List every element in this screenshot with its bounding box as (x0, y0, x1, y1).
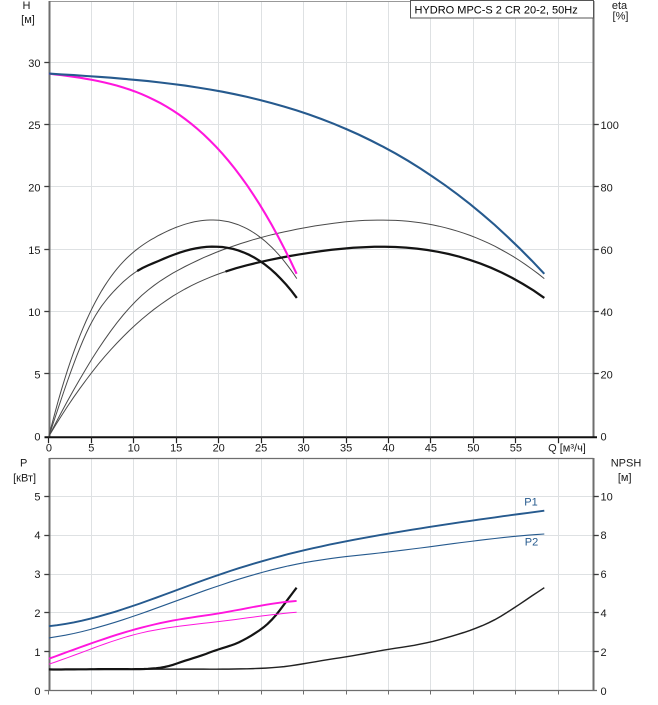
svg-text:HYDRO MPC-S 2 CR 20-2, 50Hz: HYDRO MPC-S 2 CR 20-2, 50Hz (415, 5, 578, 17)
svg-text:4: 4 (601, 608, 607, 620)
svg-text:10: 10 (601, 491, 613, 503)
svg-text:40: 40 (382, 443, 394, 455)
svg-text:[м]: [м] (618, 472, 632, 484)
svg-text:10: 10 (128, 443, 140, 455)
svg-text:35: 35 (340, 443, 352, 455)
svg-text:P2: P2 (525, 537, 538, 549)
svg-text:20: 20 (601, 369, 613, 381)
svg-text:0: 0 (46, 443, 52, 455)
svg-text:20: 20 (28, 183, 40, 195)
svg-text:10: 10 (28, 307, 40, 319)
svg-text:[м]: [м] (21, 14, 35, 26)
svg-text:2: 2 (34, 608, 40, 620)
svg-text:30: 30 (28, 58, 40, 70)
svg-text:5: 5 (34, 369, 40, 381)
svg-text:0: 0 (601, 686, 607, 698)
svg-text:0: 0 (34, 432, 40, 444)
svg-text:H: H (23, 0, 31, 12)
svg-text:25: 25 (28, 120, 40, 132)
svg-text:5: 5 (34, 491, 40, 503)
svg-text:15: 15 (28, 245, 40, 257)
svg-text:NPSH: NPSH (611, 457, 642, 469)
svg-text:5: 5 (88, 443, 94, 455)
svg-text:80: 80 (601, 183, 613, 195)
svg-text:25: 25 (255, 443, 267, 455)
svg-text:[кВт]: [кВт] (13, 472, 36, 484)
svg-text:1: 1 (34, 647, 40, 659)
svg-text:60: 60 (601, 245, 613, 257)
svg-text:6: 6 (601, 569, 607, 581)
svg-text:30: 30 (297, 443, 309, 455)
svg-text:55: 55 (510, 443, 522, 455)
svg-text:eta: eta (612, 0, 628, 12)
svg-text:0: 0 (34, 686, 40, 698)
svg-text:15: 15 (170, 443, 182, 455)
svg-text:45: 45 (425, 443, 437, 455)
svg-text:P1: P1 (524, 497, 537, 509)
svg-text:20: 20 (213, 443, 225, 455)
svg-text:40: 40 (601, 307, 613, 319)
svg-text:8: 8 (601, 530, 607, 542)
svg-text:Q [м³/ч]: Q [м³/ч] (548, 443, 586, 455)
svg-text:0: 0 (601, 432, 607, 444)
svg-text:4: 4 (34, 530, 40, 542)
svg-text:50: 50 (467, 443, 479, 455)
svg-text:100: 100 (601, 120, 619, 132)
svg-text:2: 2 (601, 647, 607, 659)
svg-text:P: P (20, 457, 27, 469)
svg-text:3: 3 (34, 569, 40, 581)
svg-text:[%]: [%] (613, 11, 629, 23)
